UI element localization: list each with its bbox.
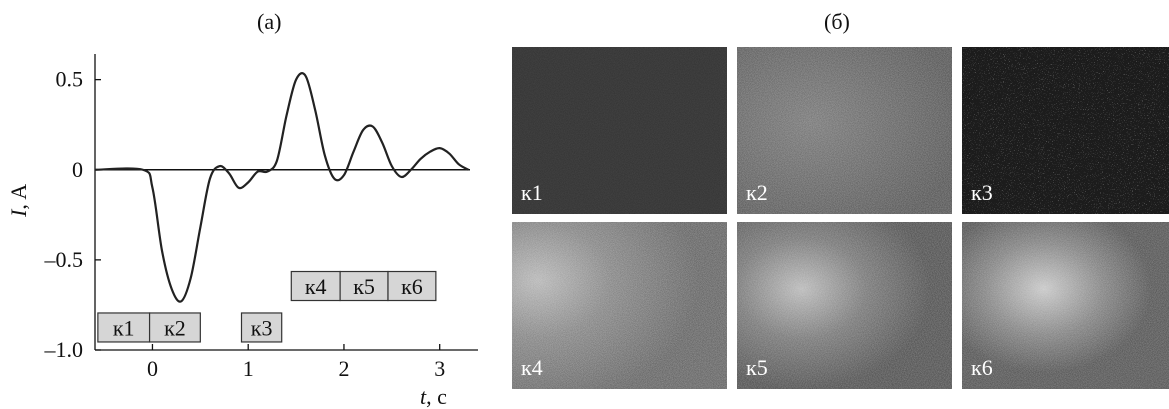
frame-box-label: к2 [164, 315, 186, 340]
frame-box-label: к5 [353, 274, 375, 299]
x-tick-label: 2 [338, 356, 349, 381]
frame-image [737, 47, 952, 214]
y-tick-label: –1.0 [44, 337, 84, 362]
panel-a-label: (а) [257, 9, 282, 34]
frame-box-label: к1 [113, 315, 135, 340]
frame-label: к2 [746, 180, 768, 205]
frame-image [512, 47, 727, 214]
frame-label: к3 [971, 180, 993, 205]
frame-k2: к2 [737, 47, 952, 214]
y-tick-label: –0.5 [44, 247, 84, 272]
panel-b-label: (б) [824, 9, 850, 34]
frame-label: к4 [521, 355, 543, 380]
frame-box-label: к4 [305, 274, 327, 299]
y-axis-label: I, A [6, 184, 31, 218]
frame-image [962, 222, 1169, 389]
x-tick-label: 1 [243, 356, 254, 381]
frame-image [512, 222, 727, 389]
current-curve [94, 72, 469, 303]
frame-image [962, 47, 1169, 214]
frame-k1: к1 [512, 47, 727, 214]
x-tick-label: 0 [147, 356, 158, 381]
frame-image [737, 222, 952, 389]
frame-k6: к6 [962, 222, 1169, 389]
y-tick-label: 0 [72, 157, 83, 182]
frame-k4: к4 [512, 222, 727, 389]
x-axis-label: t, с [420, 384, 447, 409]
frame-boxes: к1 к2 к3 к4 к5 к6 [97, 270, 437, 343]
frame-box-label: к6 [401, 274, 423, 299]
frame-box [240, 312, 283, 343]
axes: 0.5 0 –0.5 –1.0 0 1 2 3 t, с I, A [6, 54, 478, 409]
frame-label: к5 [746, 355, 768, 380]
frame-box [148, 312, 201, 343]
frame-box-label: к3 [251, 315, 273, 340]
frame-box [387, 270, 437, 302]
current-chart: 0.5 0 –0.5 –1.0 0 1 2 3 t, с I, A к1 к2 к3 к4 к5 к6 [6, 54, 478, 409]
frame-label: к1 [521, 180, 543, 205]
frame-label: к6 [971, 355, 993, 380]
series-layer [94, 72, 470, 303]
frame-k5: к5 [737, 222, 952, 389]
frame-k3: к3 [962, 47, 1169, 214]
y-tick-label: 0.5 [56, 67, 84, 92]
x-tick-label: 3 [434, 356, 445, 381]
